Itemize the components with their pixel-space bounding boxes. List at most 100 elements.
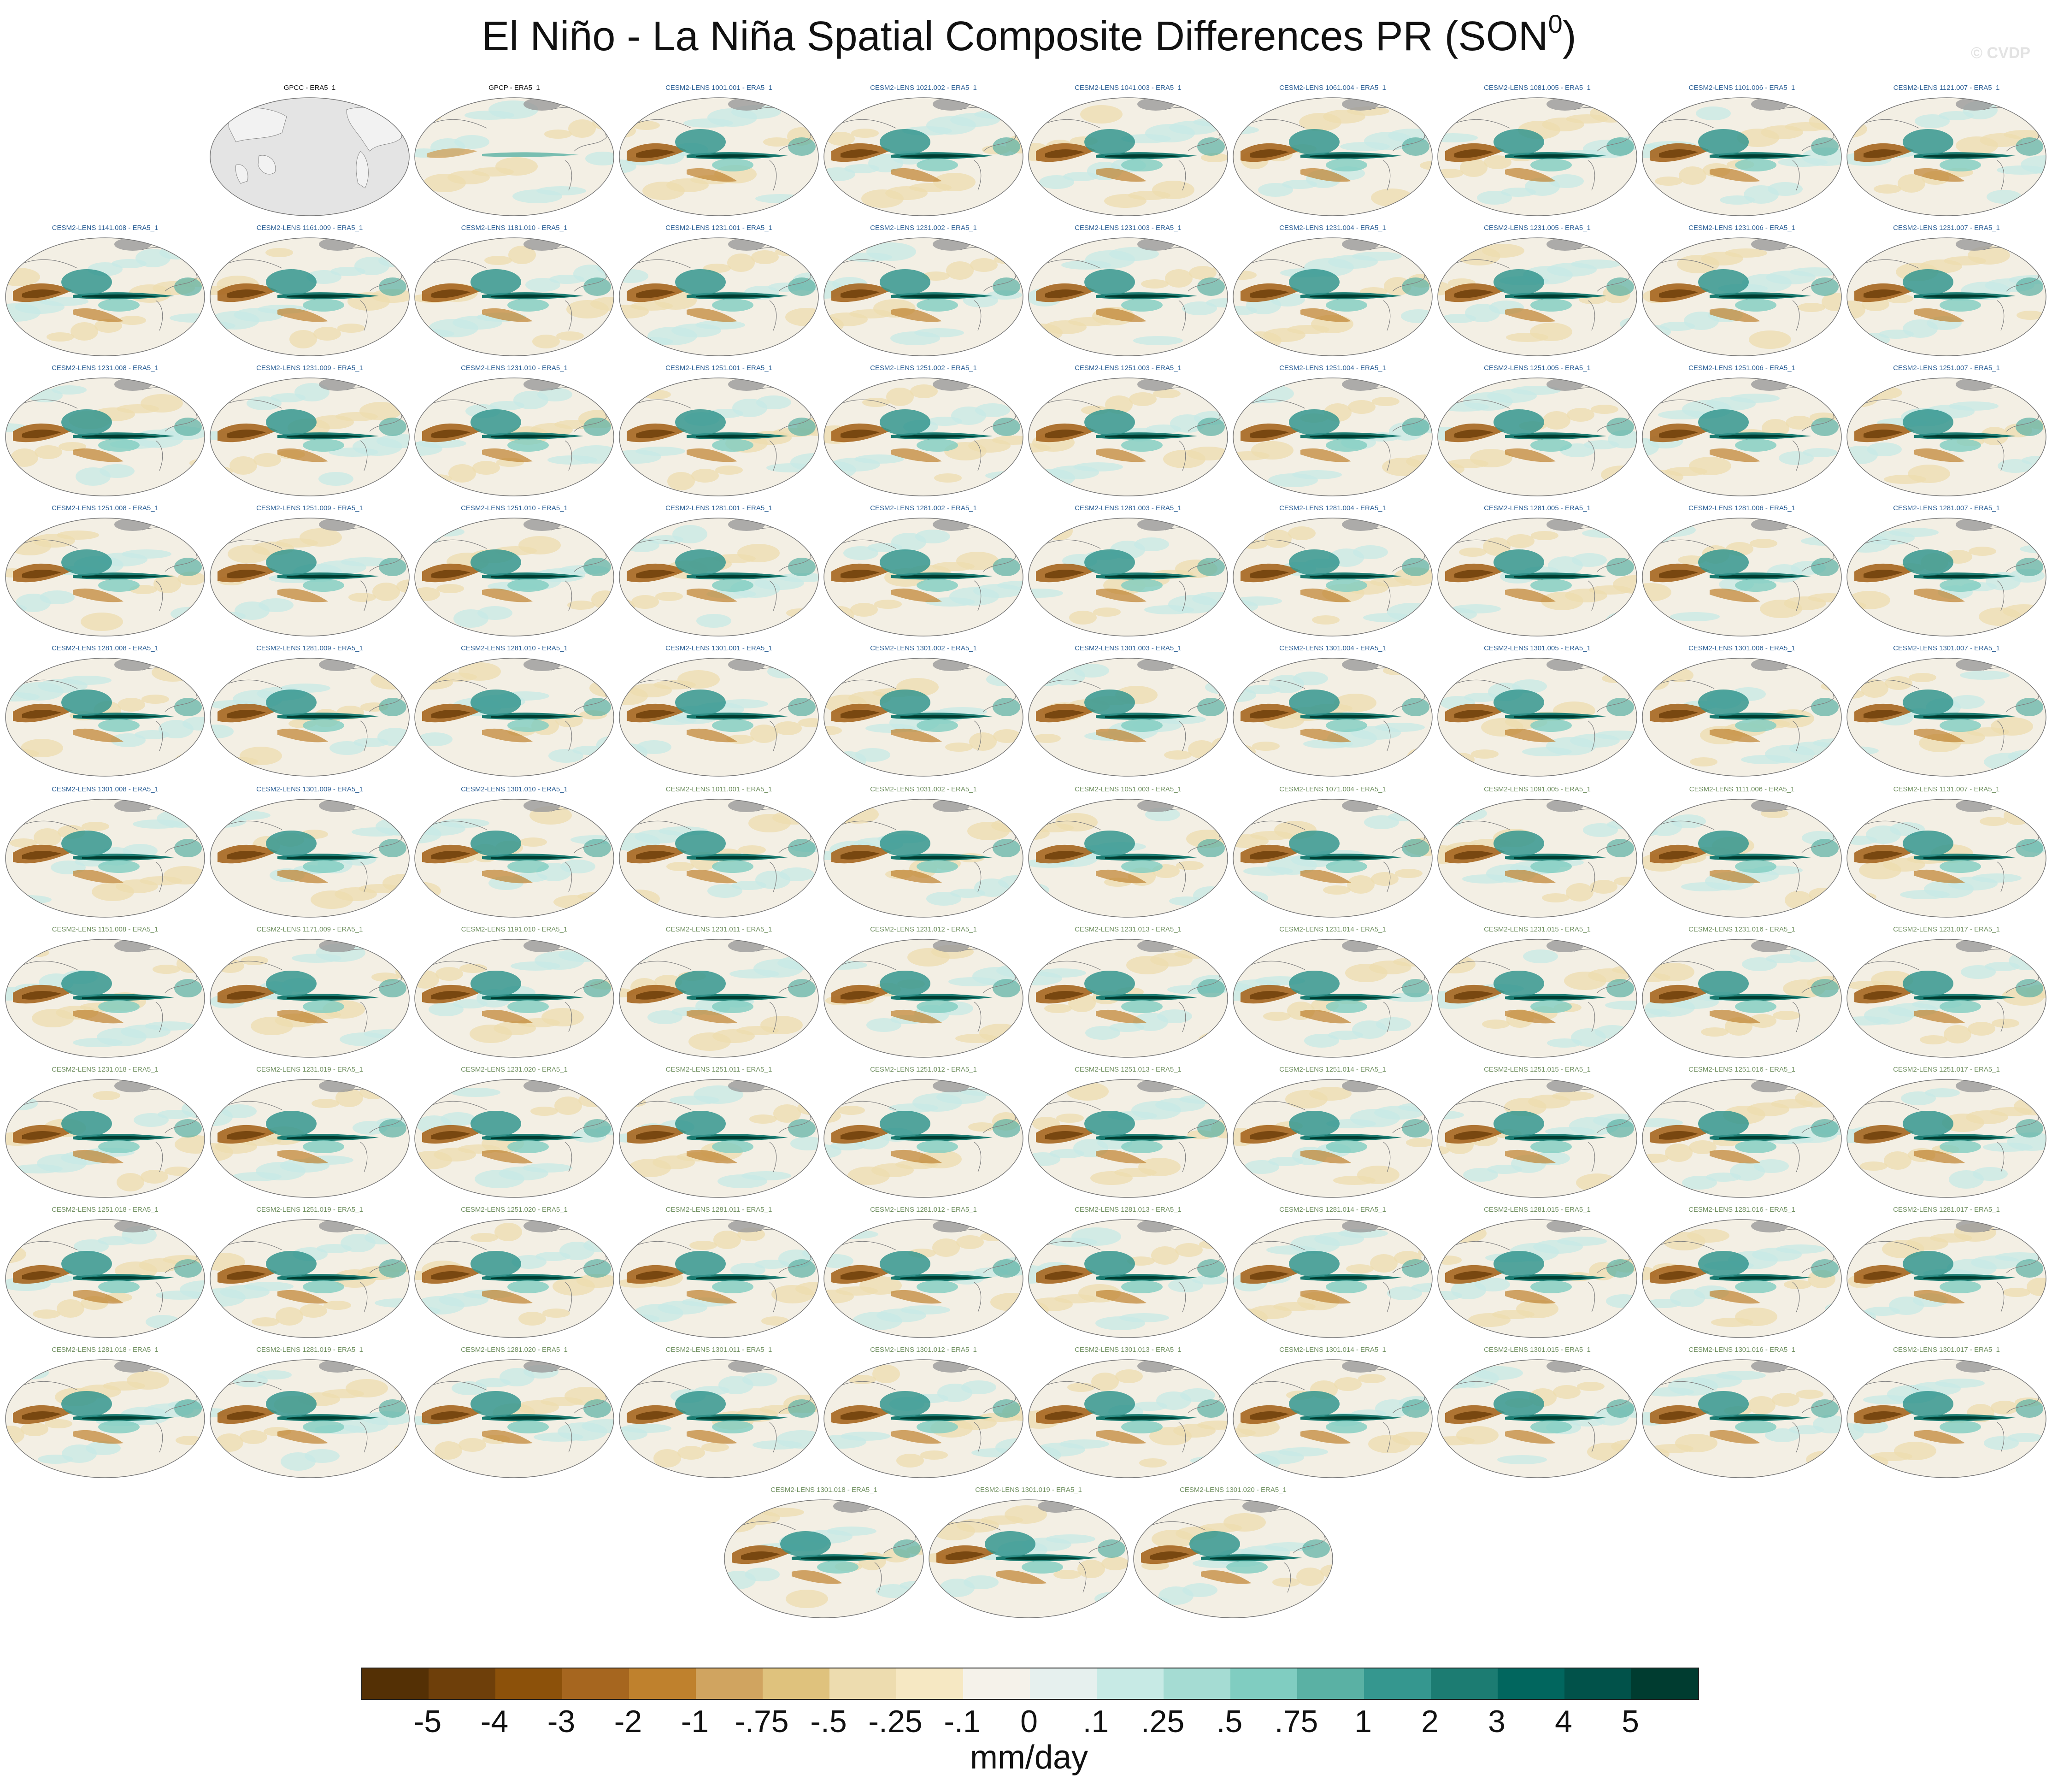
panel-grid: GPCC - ERA5_1 GPCP - ERA5_1 CESM2-LENS 100…: [4, 84, 2048, 1624]
map-plot: [210, 939, 410, 1058]
colorbar-segment: [963, 1668, 1030, 1699]
map-plot: [1437, 1079, 1637, 1198]
map-plot: [823, 518, 1023, 637]
map-panel: CESM2-LENS 1231.015 - ERA5_1: [1436, 925, 1639, 1064]
map-panel: CESM2-LENS 1281.011 - ERA5_1: [617, 1206, 820, 1344]
colorbar-segment: [1297, 1668, 1364, 1699]
map-panel: CESM2-LENS 1251.013 - ERA5_1: [1027, 1066, 1229, 1204]
map-panel: GPCP - ERA5_1: [413, 84, 616, 222]
map-panel: CESM2-LENS 1301.018 - ERA5_1: [723, 1486, 925, 1624]
panel-label: CESM2-LENS 1001.001 - ERA5_1: [665, 84, 772, 92]
map-plot: [1028, 1359, 1228, 1478]
title-close: ): [1562, 13, 1576, 59]
panel-label: CESM2-LENS 1281.009 - ERA5_1: [256, 644, 363, 652]
map-plot: [1846, 1359, 2046, 1478]
map-panel: CESM2-LENS 1281.015 - ERA5_1: [1436, 1206, 1639, 1344]
panel-label: CESM2-LENS 1301.019 - ERA5_1: [975, 1486, 1082, 1494]
panel-label: CESM2-LENS 1231.020 - ERA5_1: [461, 1066, 568, 1073]
panel-label: CESM2-LENS 1301.013 - ERA5_1: [1075, 1346, 1182, 1354]
panel-label: CESM2-LENS 1301.001 - ERA5_1: [665, 644, 772, 652]
map-plot: [414, 377, 614, 496]
panel-label: CESM2-LENS 1301.005 - ERA5_1: [1484, 644, 1591, 652]
panel-label: CESM2-LENS 1231.019 - ERA5_1: [256, 1066, 363, 1073]
colorbar-tick-label: -4: [480, 1704, 509, 1739]
map-plot: [1846, 97, 2046, 216]
map-panel: CESM2-LENS 1301.015 - ERA5_1: [1436, 1346, 1639, 1484]
map-plot: [1233, 1219, 1433, 1338]
panel-label: CESM2-LENS 1281.013 - ERA5_1: [1075, 1206, 1182, 1214]
colorbar-tick-label: 1: [1354, 1704, 1372, 1739]
map-plot: [823, 97, 1023, 216]
title-main: El Niño - La Niña Spatial Composite Diff…: [482, 13, 1548, 59]
map-plot: [619, 377, 819, 496]
panel-label: CESM2-LENS 1141.008 - ERA5_1: [52, 224, 159, 232]
map-panel: CESM2-LENS 1251.001 - ERA5_1: [617, 364, 820, 502]
colorbar-segment: [429, 1668, 495, 1699]
map-panel: CESM2-LENS 1251.017 - ERA5_1: [1845, 1066, 2048, 1204]
panel-label: CESM2-LENS 1251.002 - ERA5_1: [870, 364, 977, 372]
colorbar-segment: [1498, 1668, 1564, 1699]
map-plot: [619, 97, 819, 216]
colorbar-tick-label: 0: [1020, 1704, 1038, 1739]
map-plot: [1437, 518, 1637, 637]
panel-label: CESM2-LENS 1231.013 - ERA5_1: [1075, 925, 1182, 933]
map-plot: [1642, 518, 1842, 637]
map-plot: [414, 939, 614, 1058]
colorbar-tick-label: -5: [413, 1704, 442, 1739]
panel-label: CESM2-LENS 1121.007 - ERA5_1: [1893, 84, 2000, 92]
colorbar-segment: [495, 1668, 562, 1699]
map-plot: [1028, 377, 1228, 496]
map-panel: CESM2-LENS 1231.004 - ERA5_1: [1231, 224, 1434, 362]
map-plot: [1846, 377, 2046, 496]
map-plot: [5, 939, 205, 1058]
panel-label: CESM2-LENS 1171.009 - ERA5_1: [256, 925, 363, 933]
panel-label: CESM2-LENS 1251.007 - ERA5_1: [1893, 364, 2000, 372]
map-plot: [210, 1079, 410, 1198]
map-plot: [619, 1359, 819, 1478]
map-plot: [210, 1219, 410, 1338]
panel-label: CESM2-LENS 1251.010 - ERA5_1: [461, 504, 568, 512]
panel-label: CESM2-LENS 1231.016 - ERA5_1: [1688, 925, 1795, 933]
panel-label: CESM2-LENS 1281.001 - ERA5_1: [665, 504, 772, 512]
panel-label: CESM2-LENS 1301.004 - ERA5_1: [1279, 644, 1386, 652]
colorbar-tick-label: -.25: [868, 1704, 923, 1739]
map-plot: [5, 1359, 205, 1478]
map-plot: [414, 1079, 614, 1198]
map-panel: CESM2-LENS 1281.008 - ERA5_1: [4, 644, 206, 783]
map-panel: CESM2-LENS 1231.012 - ERA5_1: [822, 925, 1025, 1064]
map-plot: [823, 1359, 1023, 1478]
map-panel: CESM2-LENS 1231.001 - ERA5_1: [617, 224, 820, 362]
map-panel: CESM2-LENS 1091.005 - ERA5_1: [1436, 785, 1639, 924]
map-plot: [414, 658, 614, 777]
map-panel: CESM2-LENS 1301.005 - ERA5_1: [1436, 644, 1639, 783]
map-panel: CESM2-LENS 1301.004 - ERA5_1: [1231, 644, 1434, 783]
map-plot: [823, 377, 1023, 496]
panel-label: CESM2-LENS 1251.017 - ERA5_1: [1893, 1066, 2000, 1073]
map-panel: CESM2-LENS 1231.008 - ERA5_1: [4, 364, 206, 502]
panel-label: CESM2-LENS 1301.002 - ERA5_1: [870, 644, 977, 652]
map-plot: [1437, 377, 1637, 496]
colorbar: [361, 1668, 1699, 1700]
panel-label: CESM2-LENS 1301.008 - ERA5_1: [52, 785, 159, 793]
colorbar-tick-label: .1: [1082, 1704, 1109, 1739]
map-panel: CESM2-LENS 1301.020 - ERA5_1: [1132, 1486, 1335, 1624]
map-plot: [1846, 939, 2046, 1058]
map-panel: CESM2-LENS 1231.020 - ERA5_1: [413, 1066, 616, 1204]
map-panel: CESM2-LENS 1301.008 - ERA5_1: [4, 785, 206, 924]
map-plot: [1028, 658, 1228, 777]
panel-label: CESM2-LENS 1251.008 - ERA5_1: [52, 504, 159, 512]
panel-label: CESM2-LENS 1231.007 - ERA5_1: [1893, 224, 2000, 232]
map-panel: CESM2-LENS 1301.016 - ERA5_1: [1641, 1346, 1843, 1484]
colorbar-tick-label: 4: [1555, 1704, 1572, 1739]
map-panel: CESM2-LENS 1101.006 - ERA5_1: [1641, 84, 1843, 222]
map-plot: [5, 658, 205, 777]
map-plot: [1233, 939, 1433, 1058]
colorbar-segment: [896, 1668, 963, 1699]
map-panel: CESM2-LENS 1231.006 - ERA5_1: [1641, 224, 1843, 362]
map-panel: CESM2-LENS 1281.009 - ERA5_1: [208, 644, 411, 783]
map-panel: CESM2-LENS 1231.018 - ERA5_1: [4, 1066, 206, 1204]
map-panel: CESM2-LENS 1191.010 - ERA5_1: [413, 925, 616, 1064]
panel-label: CESM2-LENS 1131.007 - ERA5_1: [1893, 785, 2000, 793]
map-panel: CESM2-LENS 1231.014 - ERA5_1: [1231, 925, 1434, 1064]
panel-label: CESM2-LENS 1301.006 - ERA5_1: [1688, 644, 1795, 652]
